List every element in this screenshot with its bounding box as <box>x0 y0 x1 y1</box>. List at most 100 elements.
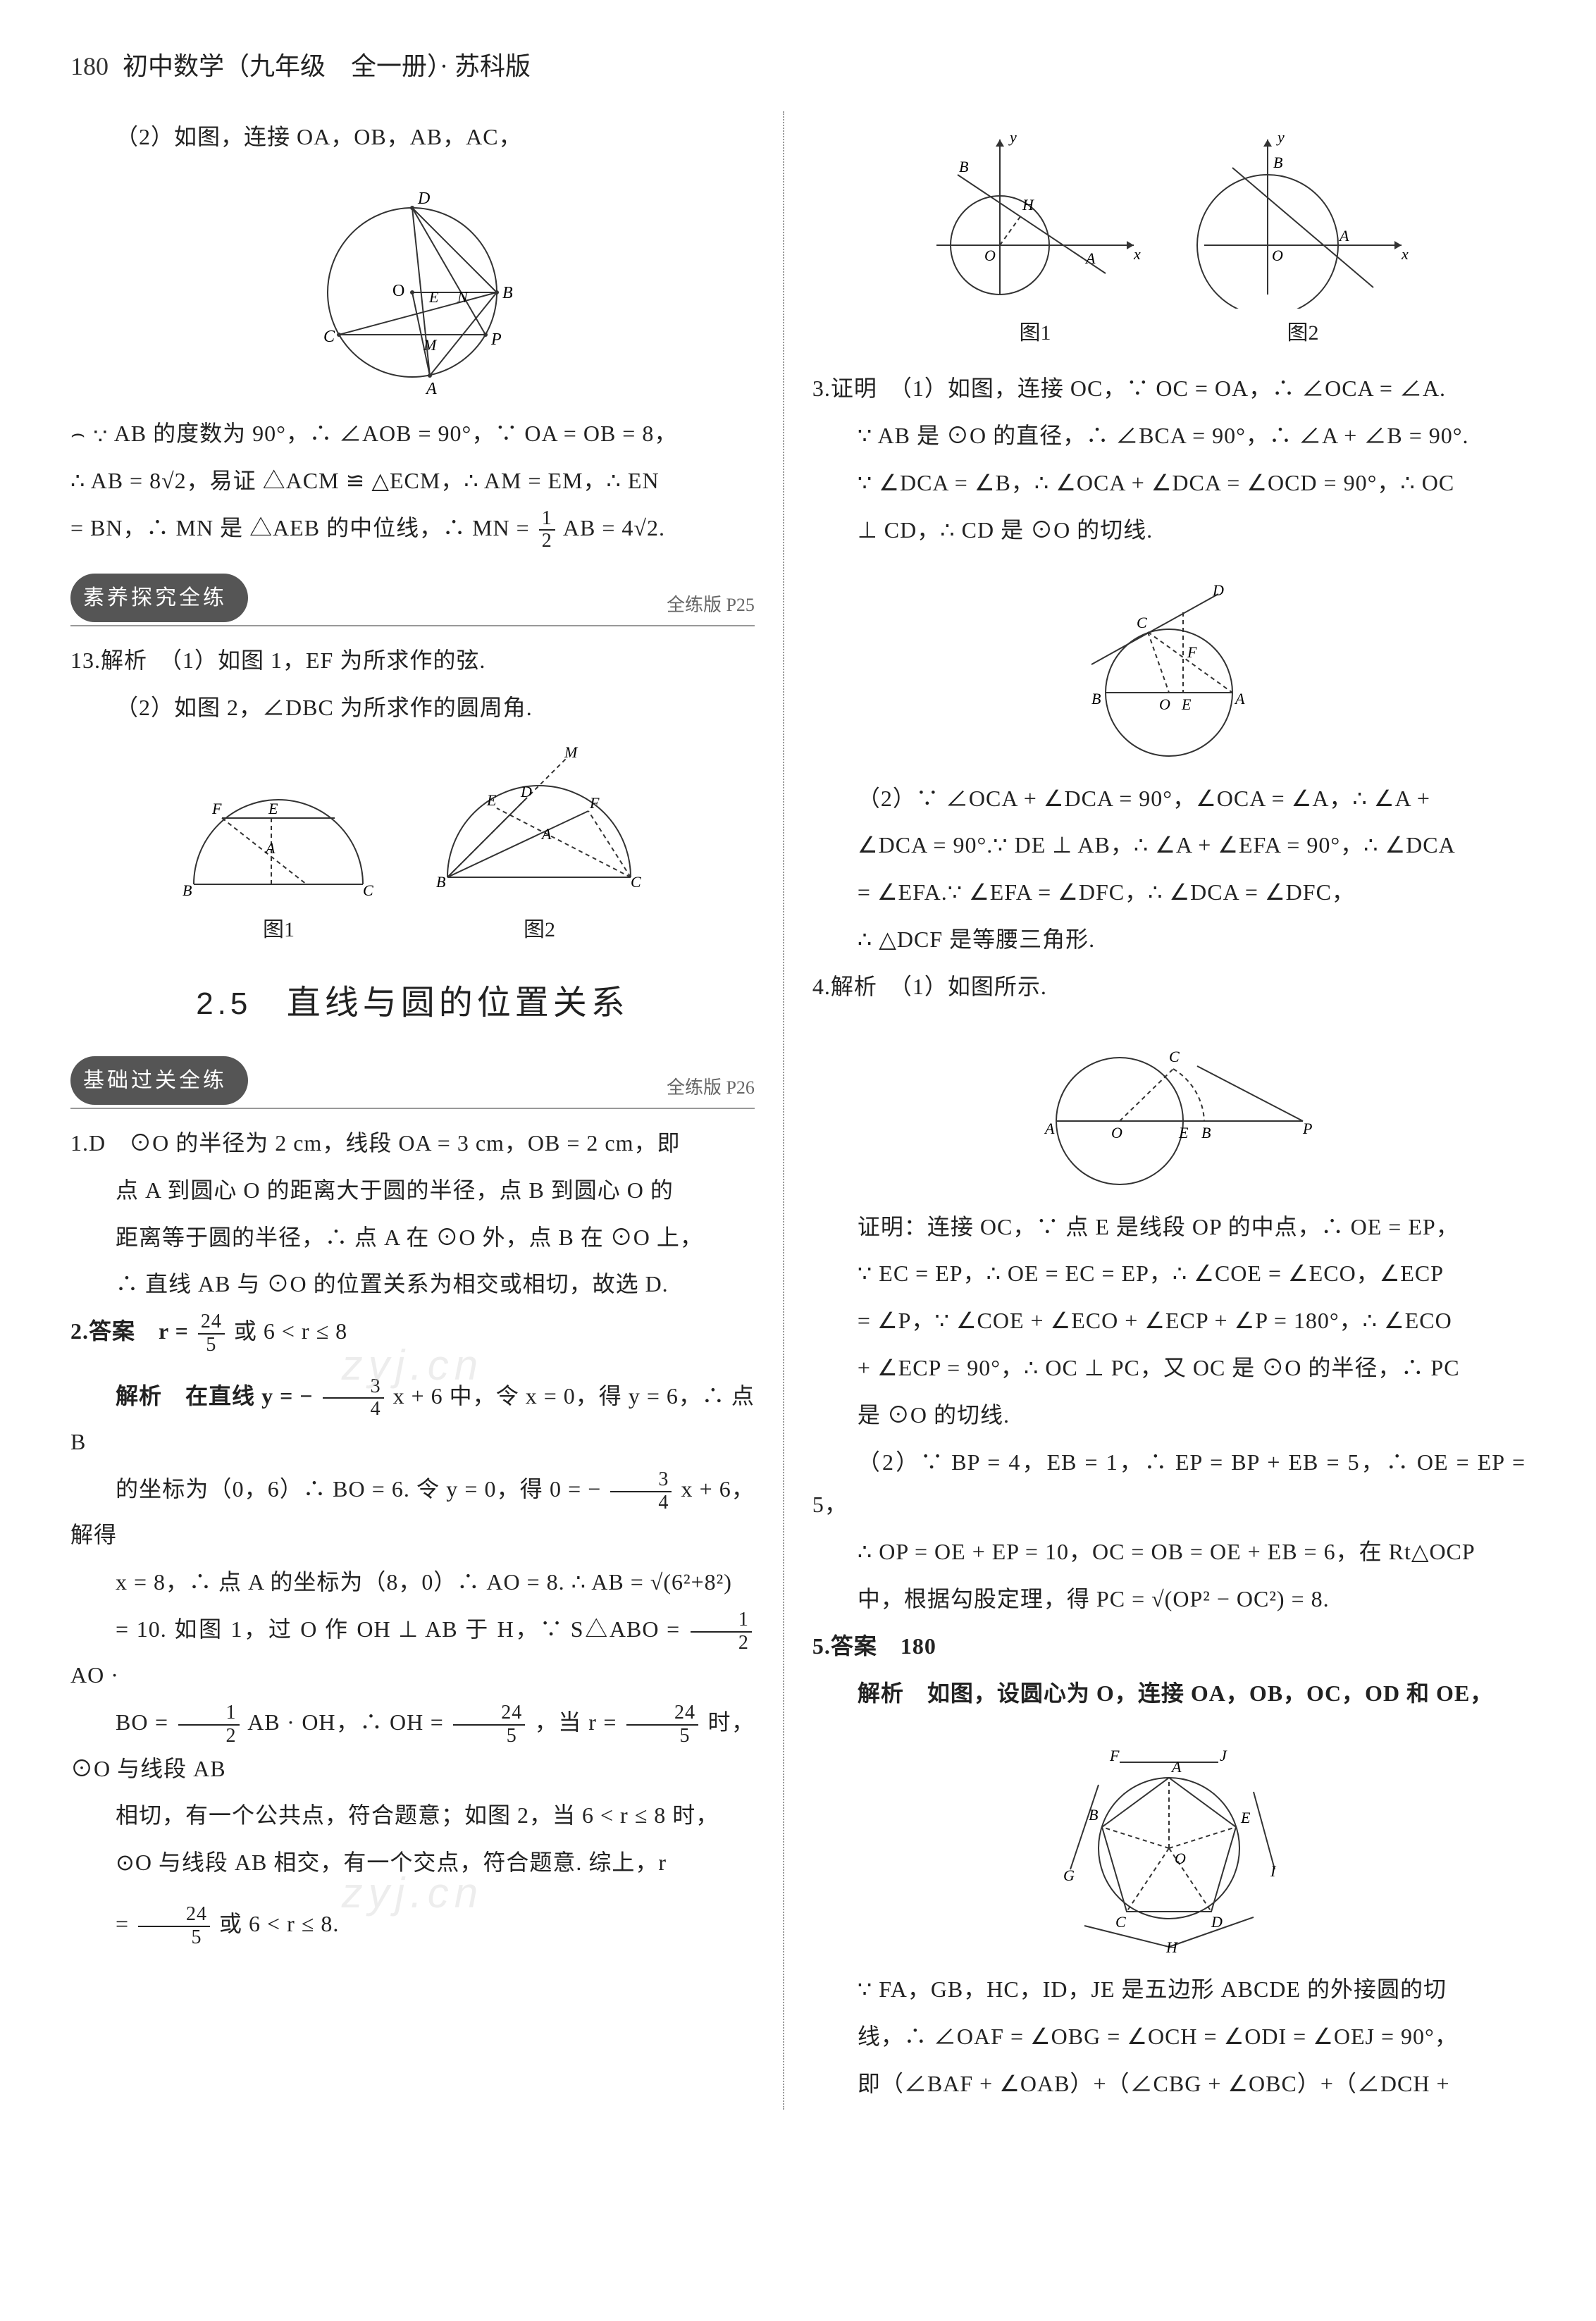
q2-head: 2.答案 r = 24 5 或 6 < r ≤ 8 <box>70 1310 755 1356</box>
q1-l4: ∴ 直线 AB 与 ⊙O 的位置关系为相交或相切，故选 D. <box>70 1263 755 1306</box>
svg-text:B: B <box>436 873 445 891</box>
svg-text:F: F <box>1187 643 1197 661</box>
arc-notation: ⌢ <box>70 421 86 446</box>
pill-suyang: 素养探究全练 <box>70 574 248 622</box>
svg-text:C: C <box>363 881 373 899</box>
svg-text:B: B <box>1091 690 1101 707</box>
fig-label-1: 图1 <box>173 910 384 950</box>
fig-semi-1: F E A B C 图1 <box>173 757 384 950</box>
svg-text:B: B <box>959 158 968 175</box>
svg-text:E: E <box>428 288 439 306</box>
fig-axes-1: x y O B H A 图1 <box>922 125 1148 353</box>
svg-text:A: A <box>1338 227 1349 245</box>
svg-text:C: C <box>323 328 335 346</box>
svg-text:H: H <box>1165 1938 1178 1954</box>
svg-text:O: O <box>1175 1850 1186 1867</box>
q4-p3: = ∠P，∵ ∠COE + ∠ECO + ∠ECP + ∠P = 180°，∴ … <box>812 1299 1526 1342</box>
svg-text:E: E <box>1178 1124 1189 1141</box>
svg-text:D: D <box>1211 1913 1223 1931</box>
svg-text:x: x <box>1401 245 1409 263</box>
q2-e: 相切，有一个公共点，符合题意；如图 2，当 6 < r ≤ 8 时， <box>70 1794 755 1837</box>
figure-circle-cd: B A O E C D F <box>812 566 1526 763</box>
svg-text:N: N <box>457 288 469 306</box>
q2-d: BO = 1 2 AB · OH，∴ OH = 24 5 ，当 r = 24 5… <box>70 1701 755 1790</box>
figure-axes-pair: x y O B H A 图1 x y <box>812 125 1526 353</box>
svg-text:O: O <box>1272 247 1283 264</box>
q2-b: x = 8，∴ 点 A 的坐标为（8，0）∴ AO = 8. ∴ AB = √(… <box>70 1561 755 1604</box>
fig-ax-label-2: 图2 <box>1190 313 1416 353</box>
q2-jiexi: 解析 在直线 y = − 3 4 x + 6 中，令 x = 0，得 y = 6… <box>70 1375 755 1463</box>
svg-text:C: C <box>1115 1913 1126 1931</box>
q3-l2: ∵ AB 是 ⊙O 的直径，∴ ∠BCA = 90°，∴ ∠A + ∠B = 9… <box>812 414 1526 457</box>
q1-l1: 1.D ⊙O 的半径为 2 cm，线段 OA = 3 cm，OB = 2 cm，… <box>70 1122 755 1165</box>
svg-text:O: O <box>1111 1124 1122 1141</box>
frac-24-5-b: 24 5 <box>453 1702 525 1747</box>
page-header: 180 初中数学（九年级 全一册）· 苏科版 <box>70 42 1526 90</box>
q4-p4: + ∠ECP = 90°，∴ OC ⊥ PC，又 OC 是 ⊙O 的半径，∴ P… <box>812 1347 1526 1389</box>
svg-text:B: B <box>1273 154 1282 171</box>
pill-row-2: 基础过关全练 全练版 P26 <box>70 1056 755 1109</box>
svg-text:J: J <box>1220 1747 1227 1764</box>
frac-24-5-d: 24 5 <box>138 1904 210 1949</box>
svg-text:M: M <box>423 336 438 354</box>
q5-l1: ∵ FA，GB，HC，ID，JE 是五边形 ABCDE 的外接圆的切 <box>812 1968 1526 2011</box>
svg-text:B: B <box>502 284 513 302</box>
two-column-layout: （2）如图，连接 OA，OB，AB，AC， O B D C A P E N <box>70 111 1526 2109</box>
svg-text:E: E <box>486 791 497 809</box>
svg-text:C: C <box>1137 614 1147 631</box>
svg-text:B: B <box>1201 1124 1211 1141</box>
svg-text:O: O <box>392 282 404 300</box>
svg-text:O: O <box>984 247 996 264</box>
pill-jichu: 基础过关全练 <box>70 1056 248 1105</box>
fig-label-2: 图2 <box>426 910 652 950</box>
svg-text:A: A <box>1084 249 1096 267</box>
para-l2b: ∴ AB = 8√2，易证 △ACM ≌ △ECM，∴ AM = EM，∴ EN <box>70 459 755 502</box>
figure-pentagon: A B C D E O F J G I H <box>812 1728 1526 1954</box>
svg-text:B: B <box>1089 1806 1098 1824</box>
left-column: （2）如图，连接 OA，OB，AB，AC， O B D C A P E N <box>70 111 784 2109</box>
section-title: 2.5 直线与圆的位置关系 <box>70 971 755 1035</box>
q1-l2: 点 A 到圆心 O 的距离大于圆的半径，点 B 到圆心 O 的 <box>70 1169 755 1212</box>
frac-half-b: 1 2 <box>691 1609 752 1654</box>
q5-l2: 线，∴ ∠OAF = ∠OBG = ∠OCH = ∠ODI = ∠OEJ = 9… <box>812 2015 1526 2058</box>
right-column: x y O B H A 图1 x y <box>812 111 1526 2109</box>
figure-circle-1: O B D C A P E N M <box>70 173 755 398</box>
q3-l3: ∵ ∠DCA = ∠B，∴ ∠OCA + ∠DCA = ∠OCD = 90°，∴… <box>812 462 1526 505</box>
page-ref-1: 全练版 P25 <box>667 588 755 622</box>
q5-l3: 即（∠BAF + ∠OAB）+（∠CBG + ∠OBC）+（∠DCH + <box>812 2062 1526 2105</box>
svg-text:y: y <box>1276 128 1285 146</box>
svg-text:F: F <box>589 794 600 812</box>
q4-p5: 是 ⊙O 的切线. <box>812 1394 1526 1437</box>
q2-a: 的坐标为（0，6）∴ BO = 6. 令 y = 0，得 0 = − 3 4 x… <box>70 1468 755 1556</box>
q3-l1: 3.证明 （1）如图，连接 OC，∵ OC = OA，∴ ∠OCA = ∠A. <box>812 367 1526 410</box>
page-number: 180 <box>70 42 109 90</box>
q3p2-l1: （2）∵ ∠OCA + ∠DCA = 90°，∠OCA = ∠A，∴ ∠A + <box>812 777 1526 820</box>
frac-24-5-c: 24 5 <box>626 1702 698 1747</box>
q3-l4: ⊥ CD，∴ CD 是 ⊙O 的切线. <box>812 509 1526 552</box>
svg-text:P: P <box>490 330 502 349</box>
svg-text:O: O <box>1159 695 1170 713</box>
svg-text:y: y <box>1008 128 1017 146</box>
q13-l2: （2）如图 2，∠DBC 为所求作的圆周角. <box>70 686 755 729</box>
q1-l3: 距离等于圆的半径，∴ 点 A 在 ⊙O 外，点 B 在 ⊙O 上， <box>70 1216 755 1259</box>
svg-text:A: A <box>425 380 437 398</box>
frac-half: 1 2 <box>539 508 555 553</box>
frac-3-4-a: 3 4 <box>323 1376 384 1421</box>
svg-text:H: H <box>1022 196 1034 213</box>
q3p2-l2: ∠DCA = 90°.∵ DE ⊥ AB，∴ ∠A + ∠EFA = 90°，∴… <box>812 824 1526 867</box>
svg-text:C: C <box>631 873 641 891</box>
svg-text:E: E <box>1181 695 1192 713</box>
svg-text:E: E <box>1240 1809 1251 1826</box>
fig-semi-2: M E D F A B C 图2 <box>426 743 652 950</box>
svg-text:F: F <box>1109 1747 1120 1764</box>
q3p2-l3: = ∠EFA.∵ ∠EFA = ∠DFC，∴ ∠DCA = ∠DFC， <box>812 871 1526 914</box>
q2-f: ⊙O 与线段 AB 相交，有一个交点，符合题意. 综上，r <box>70 1841 755 1884</box>
svg-text:G: G <box>1063 1867 1075 1884</box>
svg-text:A: A <box>1170 1758 1182 1776</box>
svg-text:x: x <box>1133 245 1141 263</box>
q4-p2: ∵ EC = EP，∴ OE = EC = EP，∴ ∠COE = ∠ECO，∠… <box>812 1252 1526 1295</box>
pill-row-1: 素养探究全练 全练版 P25 <box>70 574 755 626</box>
frac-24-5-a: 24 5 <box>198 1311 225 1356</box>
para-l2a: ⌢ ∵ AB 的度数为 90°，∴ ∠AOB = 90°，∵ OA = OB =… <box>70 412 755 455</box>
q4-p1: 证明：连接 OC，∵ 点 E 是线段 OP 的中点，∴ OE = EP， <box>812 1206 1526 1249</box>
